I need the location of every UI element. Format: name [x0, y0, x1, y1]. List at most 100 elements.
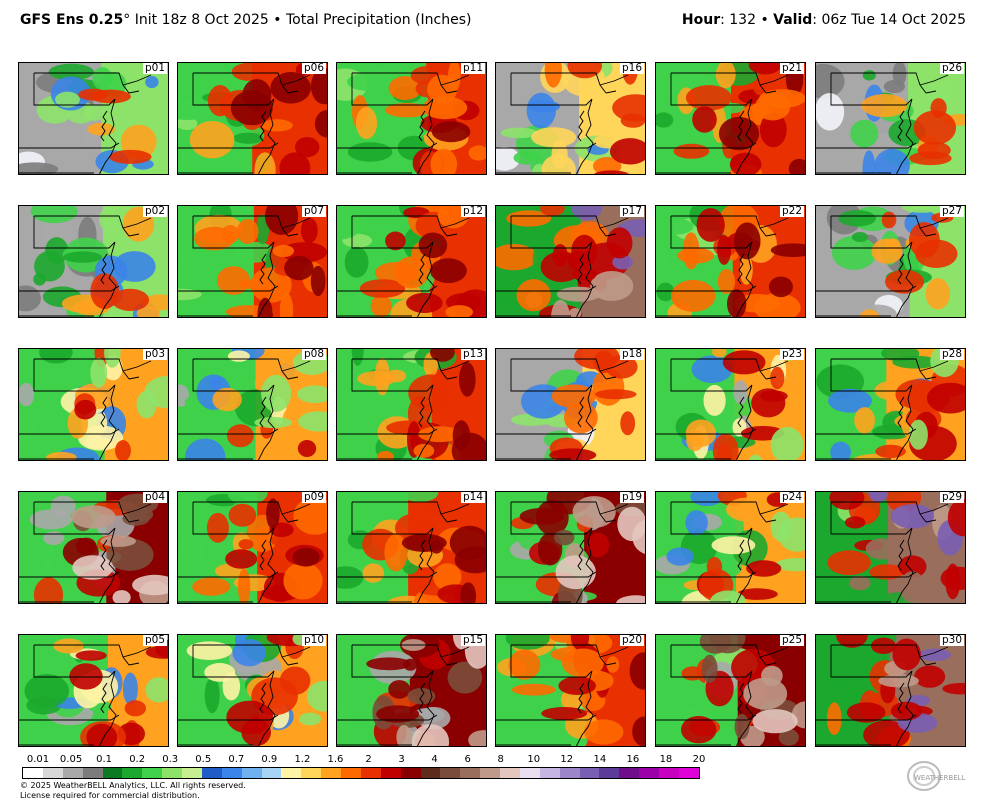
colorbar-swatch: [659, 768, 679, 778]
svg-text:WEATHERBELL: WEATHERBELL: [914, 774, 966, 782]
colorbar-tick-label: 0.01: [26, 754, 50, 765]
colorbar-swatch: [380, 768, 401, 778]
ensemble-member-panel-p02: p02: [18, 205, 169, 318]
precip-map: [178, 492, 327, 603]
precip-map: [816, 635, 965, 746]
panel-label: p11: [460, 62, 485, 74]
ensemble-member-panel-p18: p18: [495, 348, 646, 461]
precip-map: [656, 349, 805, 460]
colorbar-tick-label: 6: [464, 754, 471, 765]
precip-map: [337, 492, 486, 603]
ensemble-member-panel-p09: p09: [177, 491, 328, 604]
colorbar-tick-label: 18: [659, 754, 673, 765]
panel-label: p02: [142, 205, 167, 217]
colorbar-tick-label: 12: [560, 754, 574, 765]
ensemble-member-panel-p12: p12: [336, 205, 487, 318]
precip-map: [656, 492, 805, 603]
ensemble-member-panel-p29: p29: [815, 491, 966, 604]
colorbar-swatch: [261, 768, 282, 778]
precip-map: [496, 492, 645, 603]
precip-map: [19, 635, 168, 746]
colorbar-swatch: [559, 768, 580, 778]
precip-colorbar: [22, 767, 700, 779]
valid-time: Hour: 132 • Valid: 06z Tue 14 Oct 2025: [682, 12, 966, 28]
ensemble-member-panel-p30: p30: [815, 634, 966, 747]
colorbar-swatch: [102, 768, 123, 778]
copyright-line1: © 2025 WeatherBELL Analytics, LLC. All r…: [20, 781, 246, 790]
panel-label: p17: [619, 205, 644, 217]
precip-map: [178, 63, 327, 174]
colorbar-tick-label: 0.1: [96, 754, 113, 765]
ensemble-member-panel-p14: p14: [336, 491, 487, 604]
ensemble-member-panel-p25: p25: [655, 634, 806, 747]
colorbar-tick-label: 16: [626, 754, 640, 765]
colorbar-swatch: [241, 768, 262, 778]
panel-label: p01: [142, 62, 167, 74]
ensemble-member-panel-p24: p24: [655, 491, 806, 604]
panel-label: p10: [301, 634, 326, 646]
panel-label: p26: [939, 62, 964, 74]
colorbar-swatch: [62, 768, 83, 778]
colorbar-swatch: [599, 768, 620, 778]
ensemble-member-panel-p11: p11: [336, 62, 487, 175]
panel-label: p07: [301, 205, 326, 217]
precip-map: [178, 635, 327, 746]
colorbar-swatch: [420, 768, 441, 778]
precip-map: [496, 63, 645, 174]
colorbar-swatch: [221, 768, 242, 778]
ensemble-member-panel-p08: p08: [177, 348, 328, 461]
ensemble-member-panel-p01: p01: [18, 62, 169, 175]
colorbar-tick-label: 1.2: [294, 754, 311, 765]
colorbar-swatch: [341, 768, 361, 778]
precip-map: [816, 349, 965, 460]
panel-label: p16: [619, 62, 644, 74]
ensemble-member-panel-p04: p04: [18, 491, 169, 604]
colorbar-swatch: [162, 768, 182, 778]
colorbar-swatch: [678, 768, 699, 778]
ensemble-member-panel-p22: p22: [655, 205, 806, 318]
panel-label: p13: [460, 348, 485, 360]
colorbar-swatch: [360, 768, 381, 778]
ensemble-member-panel-p16: p16: [495, 62, 646, 175]
colorbar-swatch: [579, 768, 600, 778]
precip-map: [337, 206, 486, 317]
precip-map: [19, 492, 168, 603]
colorbar-tick-label: 0.2: [129, 754, 146, 765]
precip-map: [178, 206, 327, 317]
colorbar-swatch: [480, 768, 500, 778]
ensemble-member-panel-p17: p17: [495, 205, 646, 318]
precip-map: [816, 206, 965, 317]
panel-label: p28: [939, 348, 964, 360]
colorbar-swatch: [23, 768, 43, 778]
ensemble-member-panel-p19: p19: [495, 491, 646, 604]
model-name: GFS Ens 0.25: [20, 12, 124, 28]
precip-map: [178, 349, 327, 460]
colorbar-swatch: [142, 768, 163, 778]
panel-label: p09: [301, 491, 326, 503]
panel-label: p12: [460, 205, 485, 217]
colorbar-swatch: [400, 768, 421, 778]
panel-label: p18: [619, 348, 644, 360]
precip-map: [337, 635, 486, 746]
hour-value: : 132 •: [720, 12, 774, 28]
precip-map: [19, 63, 168, 174]
panel-label: p19: [619, 491, 644, 503]
precip-map: [816, 63, 965, 174]
ensemble-member-panel-p13: p13: [336, 348, 487, 461]
colorbar-swatch: [639, 768, 659, 778]
precip-map: [19, 349, 168, 460]
precip-map: [656, 635, 805, 746]
precip-map: [19, 206, 168, 317]
colorbar-tick-label: 0.3: [162, 754, 179, 765]
colorbar-tick-label: 0.9: [261, 754, 278, 765]
colorbar-tick-label: 3: [398, 754, 405, 765]
panel-label: p27: [939, 205, 964, 217]
ensemble-member-panel-p23: p23: [655, 348, 806, 461]
precip-map: [496, 349, 645, 460]
panel-label: p23: [779, 348, 804, 360]
precip-map: [656, 206, 805, 317]
init-info: ° Init 18z 8 Oct 2025 • Total Precipitat…: [123, 12, 472, 28]
colorbar-swatch: [301, 768, 322, 778]
precip-map: [337, 63, 486, 174]
colorbar-swatch: [321, 768, 341, 778]
